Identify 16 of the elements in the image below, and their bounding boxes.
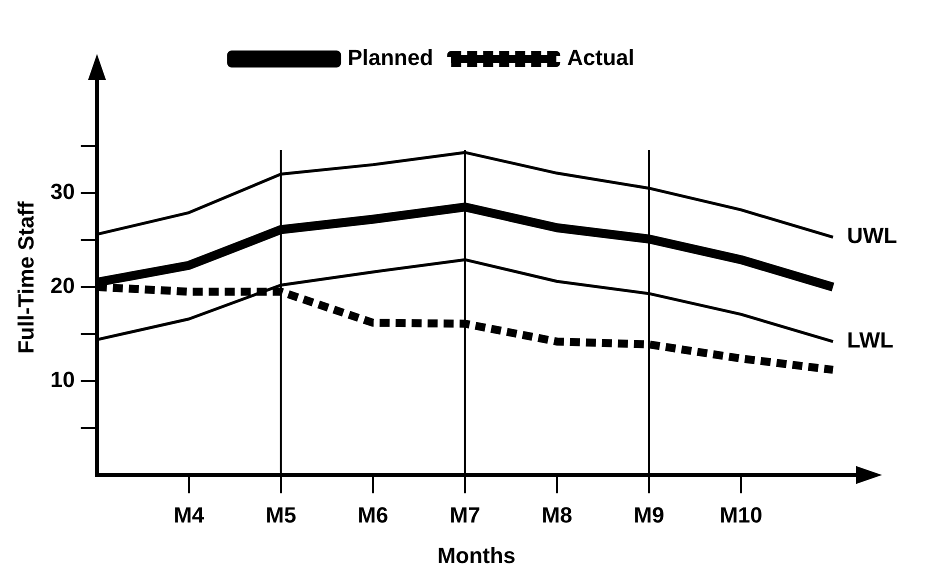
x-tick-label: M8: [542, 502, 572, 528]
y-tick-label: 30: [50, 178, 75, 204]
x-tick-label: M9: [634, 502, 664, 528]
legend-label: Planned: [348, 45, 434, 70]
x-tick-label: M5: [266, 502, 296, 528]
y-tick-label: 20: [50, 273, 75, 298]
x-tick-label: M4: [174, 502, 205, 528]
x-tick-label: M7: [450, 502, 480, 528]
x-tick-label: M6: [358, 502, 388, 528]
annotation: LWL: [846, 328, 894, 353]
y-tick-label: 10: [50, 367, 75, 392]
x-tick-label: M10: [720, 502, 762, 528]
legend-label: Actual: [567, 45, 634, 70]
x-axis-title: Months: [437, 542, 516, 568]
annotation: UWL: [846, 223, 898, 248]
y-axis-title: Full-Time Staff: [13, 200, 38, 354]
